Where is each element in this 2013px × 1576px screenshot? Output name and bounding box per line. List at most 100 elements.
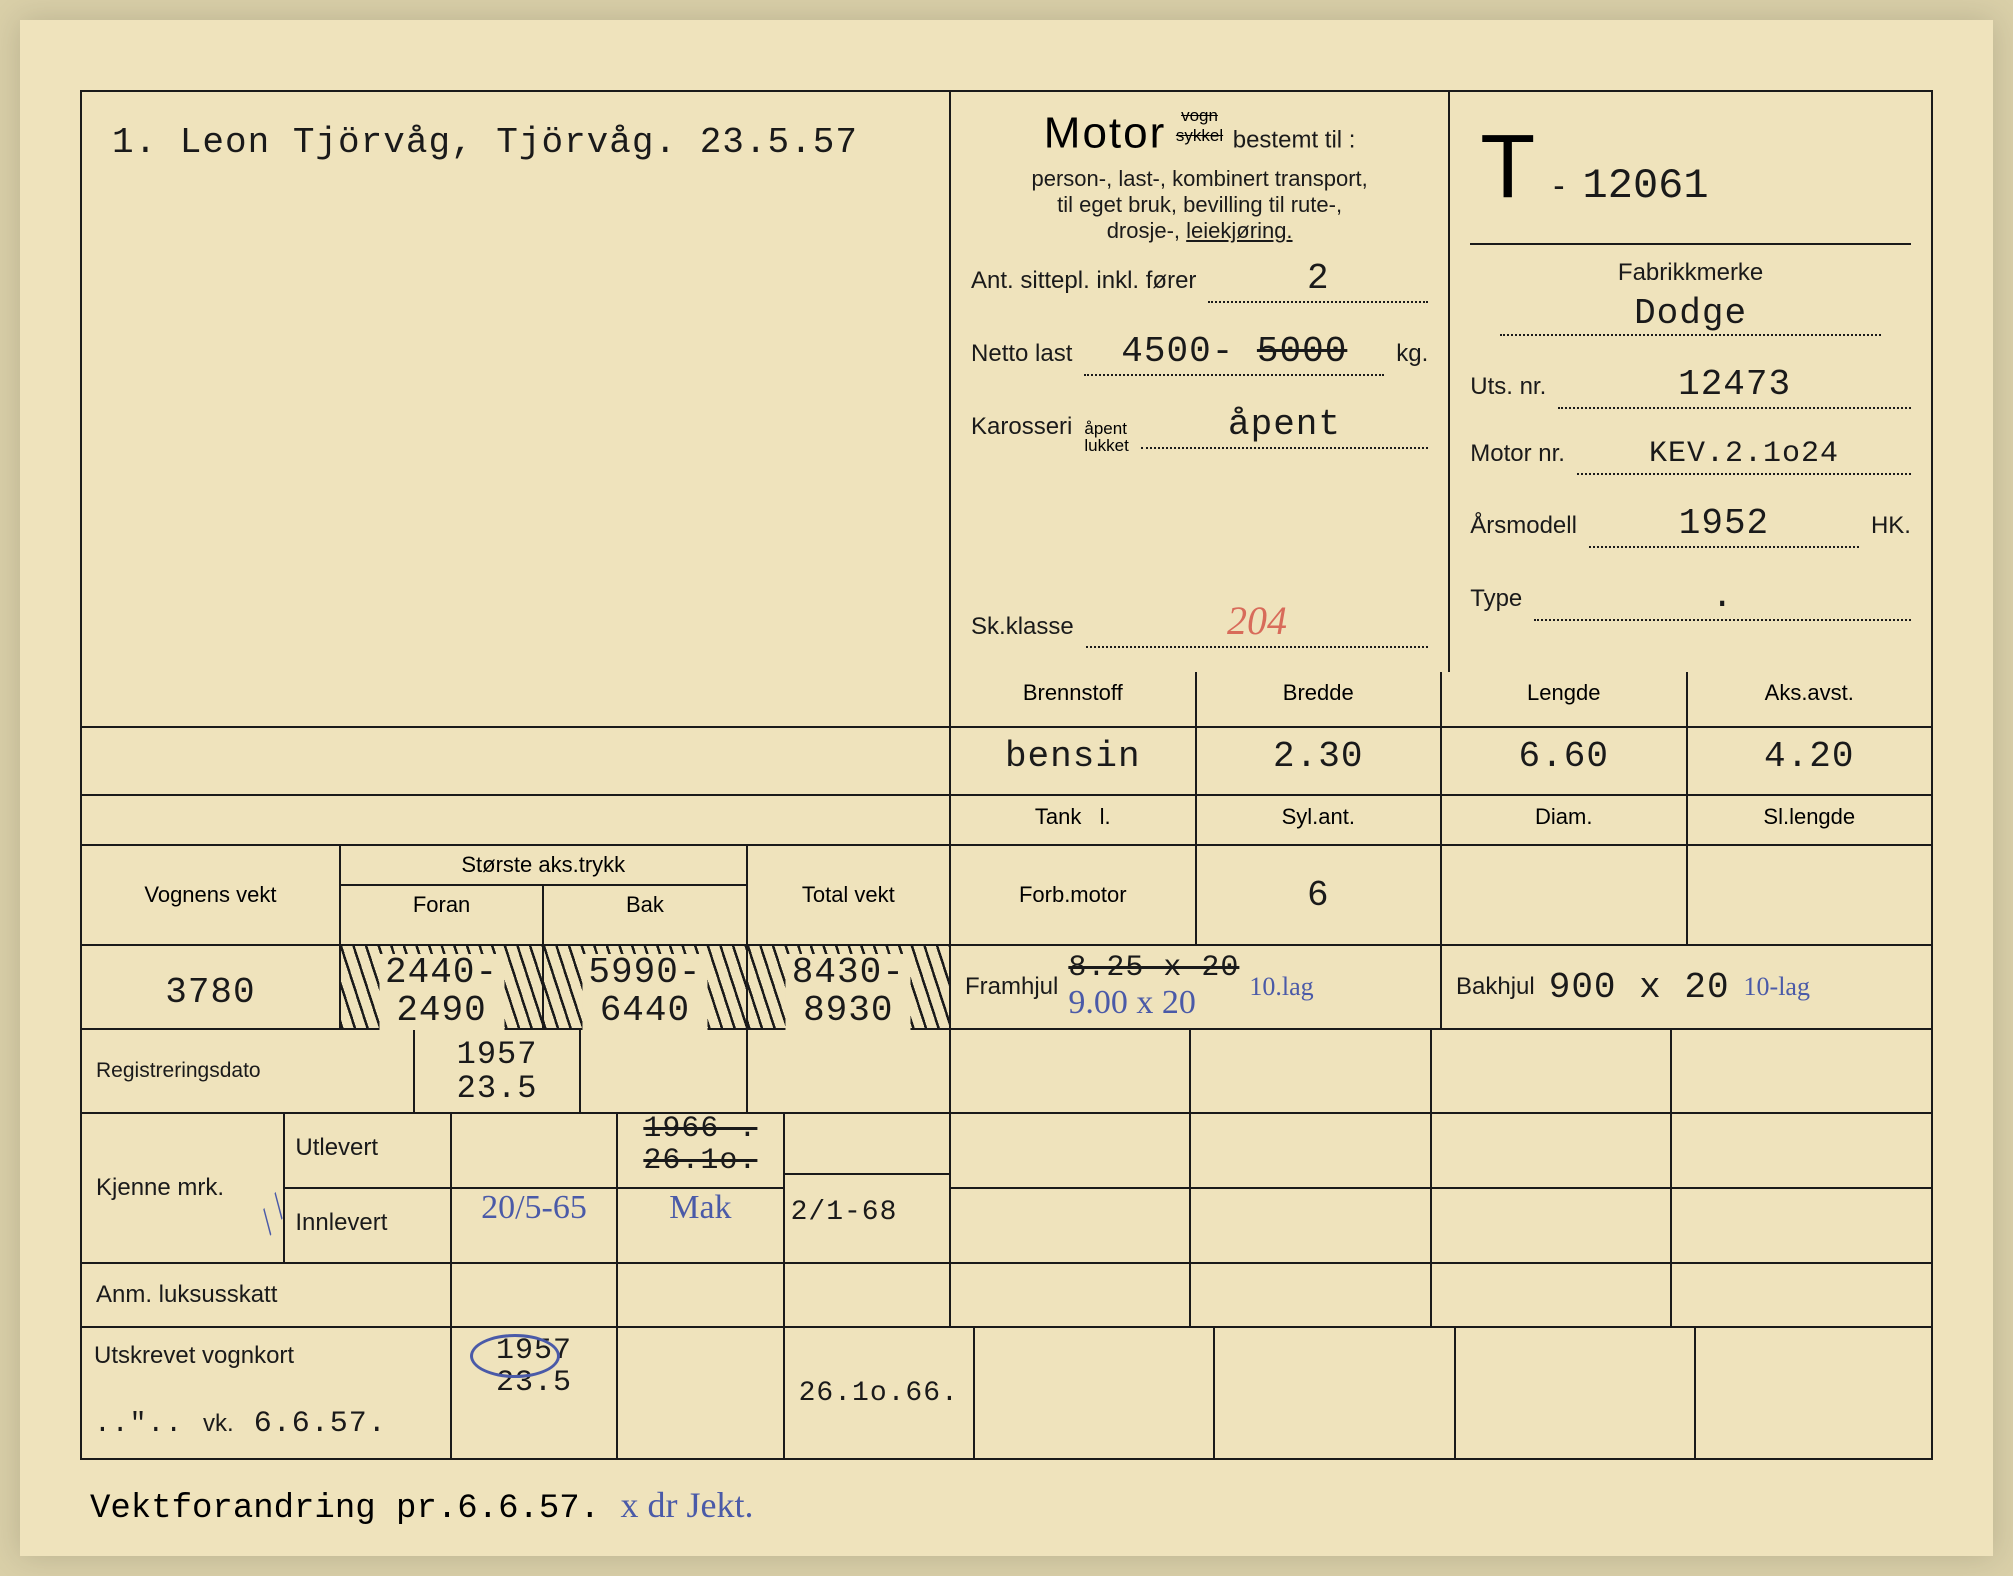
regdate-day: 23.5 — [429, 1072, 565, 1106]
band1-values: bensin 2.30 6.60 4.20 — [82, 728, 1931, 796]
val-foran2: 2490 — [396, 990, 486, 1031]
owner-line: 1. Leon Tjörvåg, Tjörvåg. 23.5.57 — [112, 122, 919, 163]
utlev-day: 26.1o. — [618, 1146, 782, 1178]
band1v-left-empty — [82, 728, 951, 794]
hdr-diam: Diam. — [1442, 796, 1688, 844]
type-label: Type — [1470, 585, 1522, 613]
innlev-date2: 2/1-68 — [785, 1175, 949, 1262]
forbmotor-label: Forb.motor — [951, 846, 1197, 944]
plate-number: 12061 — [1583, 162, 1709, 210]
utlev-label: Utlevert — [285, 1114, 449, 1189]
aars-value: 1952 — [1589, 503, 1859, 548]
footer-note: Vektforandring pr.6.6.57. x dr Jekt. — [90, 1484, 753, 1528]
hdr-bak: Bak — [544, 886, 745, 944]
vk-date1: 6.6.57. — [254, 1407, 387, 1441]
fabrikk-label: Fabrikkmerke — [1470, 259, 1911, 287]
motor-sup-sykkel: sykkel — [1176, 126, 1223, 145]
skklasse-value: 204 — [1086, 597, 1429, 648]
regdate-year: 1957 — [429, 1038, 565, 1072]
circle-annotation — [470, 1334, 560, 1378]
form-outline: 1. Leon Tjörvåg, Tjörvåg. 23.5.57 Motor … — [80, 90, 1933, 1460]
val-sylant: 6 — [1197, 846, 1443, 944]
bakhjul-value: 900 x 20 — [1549, 967, 1730, 1008]
netto-unit: kg. — [1396, 340, 1428, 368]
hdr-vognvekt: Vognens vekt — [144, 882, 276, 908]
weights-values-row: 3780 2440- 2490 5990- 6440 8430- 8930 — [82, 946, 1931, 1030]
plate-panel: T - 12061 Fabrikkmerke Dodge Uts. nr. 12… — [1450, 92, 1931, 672]
type-value: . — [1534, 576, 1911, 621]
val-bak1: 5990- — [588, 952, 701, 993]
desc2: til eget bruk, bevilling til rute-, — [971, 192, 1428, 218]
kjennemrk-label: Kjenne mrk. — [96, 1174, 224, 1202]
anm-row: Anm. luksusskatt — [82, 1264, 1931, 1328]
utlev-year: 1966 . — [618, 1114, 782, 1146]
vk-date2: 26.1o.66. — [785, 1328, 975, 1458]
bestemt-til: bestemt til : — [1233, 126, 1356, 153]
owner-panel: 1. Leon Tjörvåg, Tjörvåg. 23.5.57 — [82, 92, 951, 672]
motor-header: Motor vogn sykkel bestemt til : — [971, 106, 1428, 158]
framhjul-hand: 9.00 x 20 — [1068, 985, 1239, 1021]
plate-prefix: T — [1480, 116, 1535, 219]
netto-value: 4500- 5000 — [1084, 331, 1384, 376]
framhjul-strike: 8.25 x 20 — [1068, 953, 1239, 985]
uts-label: Uts. nr. — [1470, 373, 1546, 401]
band2-headers: Tank l. Syl.ant. Diam. Sl.lengde — [82, 796, 1931, 846]
skklasse-label: Sk.klasse — [971, 613, 1074, 641]
val-lengde: 6.60 — [1442, 728, 1688, 794]
vk-label: vk. — [203, 1410, 234, 1438]
netto-label: Netto last — [971, 340, 1072, 368]
val-diam-empty — [1442, 846, 1688, 944]
hdr-brennstoff: Brennstoff — [951, 672, 1197, 726]
regdate-row: Registreringsdato 1957 23.5 — [82, 1030, 1931, 1114]
band1-left-empty — [82, 672, 951, 726]
uts-value: 12473 — [1558, 364, 1911, 409]
hdr-foran: Foran — [341, 886, 544, 944]
motornr-label: Motor nr. — [1470, 440, 1565, 468]
hdr-bredde: Bredde — [1197, 672, 1443, 726]
motor-title: Motor — [1044, 108, 1166, 157]
hdr-akstrykk: Største aks.trykk — [341, 846, 746, 886]
kaross-label: Karosseri — [971, 413, 1072, 441]
innlev-date1: 20/5-65 — [452, 1189, 616, 1262]
hdr-tank: Tank l. — [951, 796, 1197, 844]
hk-label: HK. — [1871, 512, 1911, 540]
val-bak2: 6440 — [600, 990, 690, 1031]
registration-card: 1. Leon Tjörvåg, Tjörvåg. 23.5.57 Motor … — [20, 20, 1993, 1556]
desc3: drosje-, leiekjøring. — [971, 218, 1428, 244]
aars-label: Årsmodell — [1470, 512, 1577, 540]
regdate-label: Registreringsdato — [96, 1059, 261, 1083]
hdr-sylant: Syl.ant. — [1197, 796, 1443, 844]
anm-label: Anm. luksusskatt — [96, 1281, 277, 1309]
kaross-value: åpent — [1141, 404, 1428, 449]
top-section: 1. Leon Tjörvåg, Tjörvåg. 23.5.57 Motor … — [82, 92, 1931, 672]
kaross-opt-lukket: lukket — [1084, 436, 1128, 455]
hdr-lengde: Lengde — [1442, 672, 1688, 726]
innlev-mak: Mak — [618, 1189, 782, 1262]
val-total2: 8930 — [803, 990, 893, 1031]
motornr-value: KEV.2.1o24 — [1577, 437, 1911, 475]
kjennemrk-row: Kjenne mrk. Utlevert Innlevert ⟋⟋ 20/5-6… — [82, 1114, 1931, 1264]
val-foran1: 2440- — [385, 952, 498, 993]
desc1: person-, last-, kombinert transport, — [971, 166, 1428, 192]
val-total1: 8430- — [792, 952, 905, 993]
hdr-totalvekt: Total vekt — [802, 882, 895, 908]
framhjul-label: Framhjul — [965, 973, 1058, 1001]
vognkort-row: Utskrevet vognkort ..".. vk. 6.6.57. 195… — [82, 1328, 1931, 1458]
innlev-label: Innlevert ⟋⟋ — [285, 1189, 449, 1262]
hdr-aksavst: Aks.avst. — [1688, 672, 1932, 726]
seats-value: 2 — [1208, 258, 1428, 303]
val-aksavst: 4.20 — [1688, 728, 1932, 794]
band2-left-empty — [82, 796, 951, 844]
val-sllengde-empty — [1688, 846, 1932, 944]
bakhjul-label: Bakhjul — [1456, 973, 1535, 1001]
motor-sup-vogn: vogn — [1181, 106, 1218, 125]
band1-headers: Brennstoff Bredde Lengde Aks.avst. — [82, 672, 1931, 728]
framhjul-note: 10.lag — [1249, 972, 1313, 1002]
hdr-sllengde: Sl.lengde — [1688, 796, 1932, 844]
bakhjul-note: 10-lag — [1744, 972, 1810, 1002]
vognkort-label: Utskrevet vognkort — [82, 1328, 450, 1399]
fabrikk-value: Dodge — [1500, 293, 1881, 336]
footer-hand: x dr Jekt. — [621, 1485, 754, 1525]
weights-header-row: Vognens vekt Største aks.trykk Foran Bak… — [82, 846, 1931, 946]
val-vognvekt: 3780 — [82, 946, 341, 1028]
